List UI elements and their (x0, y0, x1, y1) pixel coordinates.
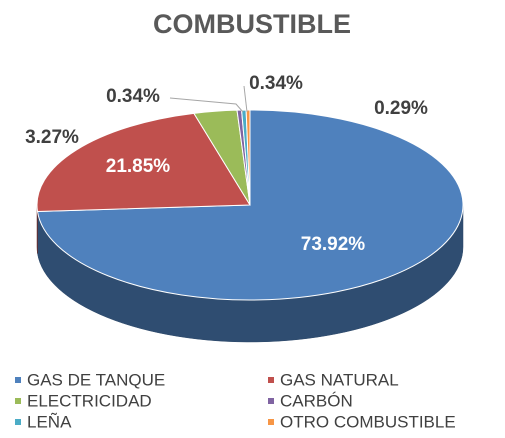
slice (36, 112, 251, 212)
legend-swatch (268, 377, 274, 383)
data-label: 0.34% (106, 86, 160, 107)
chart-title: COMBUSTIBLE (153, 9, 351, 39)
legend-swatch (268, 398, 274, 404)
legend-swatch (15, 377, 21, 383)
legend-label: ELECTRICIDAD (27, 391, 152, 410)
legend-swatch (15, 398, 21, 404)
legend-swatch (15, 419, 21, 425)
data-label: 0.34% (249, 73, 303, 94)
legend-label: GAS NATURAL (280, 370, 399, 389)
legend-label: CARBÓN (280, 391, 353, 410)
slice (245, 109, 251, 206)
data-label: 21.85% (106, 156, 171, 177)
leader-line (243, 85, 248, 113)
data-label: 73.92% (301, 234, 366, 255)
data-label: 3.27% (25, 127, 79, 148)
legend-label: OTRO COMBUSTIBLE (280, 412, 456, 431)
legend-label: GAS DE TANQUE (27, 370, 165, 389)
leader-line (169, 97, 244, 113)
legend-swatch (268, 419, 274, 425)
data-label: 0.29% (374, 98, 428, 119)
legend-label: LEÑA (27, 412, 72, 431)
